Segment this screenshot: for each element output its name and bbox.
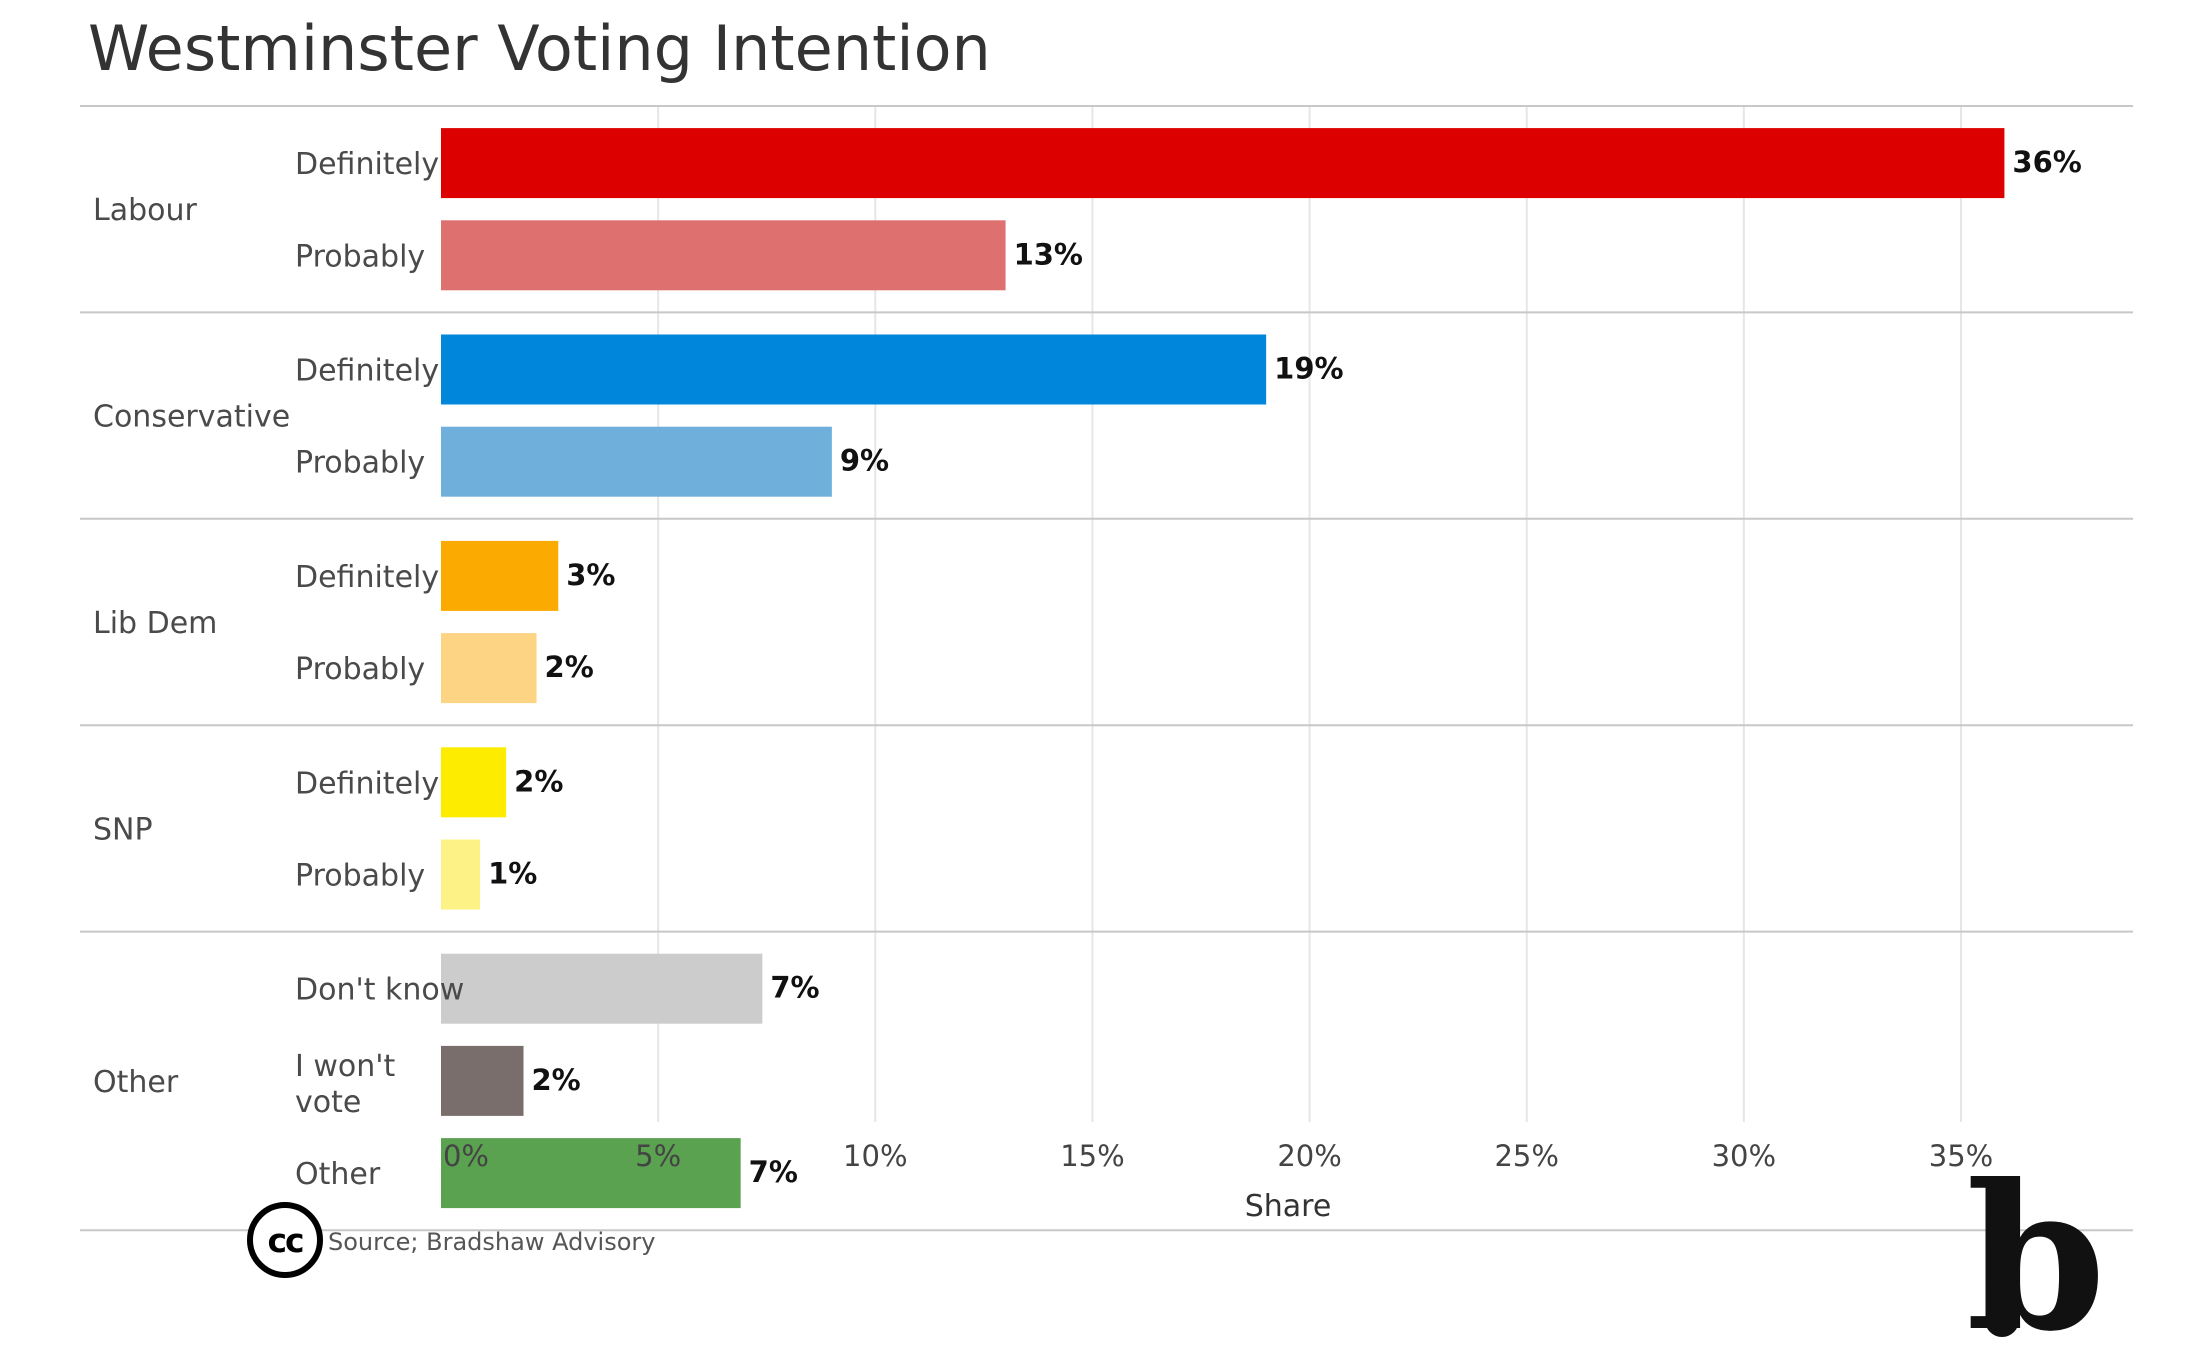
- cc-icon: cc: [247, 1202, 323, 1278]
- bar: [441, 426, 832, 497]
- x-tick-label: 20%: [1277, 1139, 1341, 1173]
- bars: [441, 128, 2005, 1209]
- data-label: 19%: [1274, 352, 1343, 386]
- category-label: Definitely: [295, 560, 439, 595]
- source-note: Source; Bradshaw Advisory: [328, 1228, 655, 1256]
- group-dividers: [80, 105, 2133, 1232]
- bar: [441, 1045, 524, 1116]
- data-label: 13%: [1014, 237, 1083, 271]
- chart-title: Westminster Voting Intention: [88, 12, 991, 85]
- category-label: Probably: [295, 239, 425, 274]
- data-label: 7%: [770, 971, 819, 1005]
- x-axis-ticks: 0% 5% 10% 15% 20% 25% 30% 35%: [443, 1139, 1993, 1173]
- bar: [441, 839, 481, 910]
- category-label: Probably: [295, 859, 425, 894]
- svg-text:b: b: [1966, 1141, 2106, 1363]
- bar: [441, 633, 537, 704]
- group-label: Labour: [93, 193, 198, 228]
- bar: [441, 747, 507, 818]
- category-label: Definitely: [295, 147, 439, 182]
- x-tick-label: 10%: [843, 1139, 907, 1173]
- x-tick-label: 5%: [635, 1139, 681, 1173]
- category-label: Don't know: [295, 973, 464, 1008]
- bar: [441, 540, 559, 611]
- data-label: 9%: [840, 444, 889, 478]
- category-label: Definitely: [295, 354, 439, 389]
- bar: [441, 334, 1267, 405]
- data-label: 36%: [2012, 145, 2081, 179]
- bar: [441, 953, 763, 1024]
- category-label: Probably: [295, 652, 425, 687]
- data-label: 2%: [532, 1063, 581, 1097]
- x-tick-label: 0%: [443, 1139, 489, 1173]
- group-label: SNP: [93, 812, 153, 847]
- data-label: 3%: [566, 558, 615, 592]
- group-label: Other: [93, 1065, 179, 1100]
- svg-text:cc: cc: [267, 1221, 303, 1260]
- category-label: Other: [295, 1157, 381, 1192]
- group-label: Conservative: [93, 400, 290, 435]
- x-axis-title: Share: [1245, 1189, 1332, 1224]
- group-label: Lib Dem: [93, 606, 217, 641]
- category-label: I won't vote: [295, 1049, 396, 1120]
- category-label: Probably: [295, 446, 425, 481]
- bar: [441, 220, 1006, 291]
- data-label: 1%: [488, 857, 537, 891]
- x-tick-label: 25%: [1494, 1139, 1558, 1173]
- category-label: Definitely: [295, 766, 439, 801]
- x-tick-label: 15%: [1060, 1139, 1124, 1173]
- data-label: 2%: [514, 764, 563, 798]
- logo-icon: b: [1966, 1141, 2106, 1363]
- data-label: 2%: [545, 650, 594, 684]
- bar: [441, 128, 2005, 199]
- x-tick-label: 30%: [1712, 1139, 1776, 1173]
- x-tick-label: 35%: [1929, 1139, 1993, 1173]
- bar: [441, 1138, 741, 1209]
- data-label: 7%: [749, 1155, 798, 1189]
- labels: 36% Definitely 13% Probably Labour 19% Definit…: [93, 145, 2082, 1192]
